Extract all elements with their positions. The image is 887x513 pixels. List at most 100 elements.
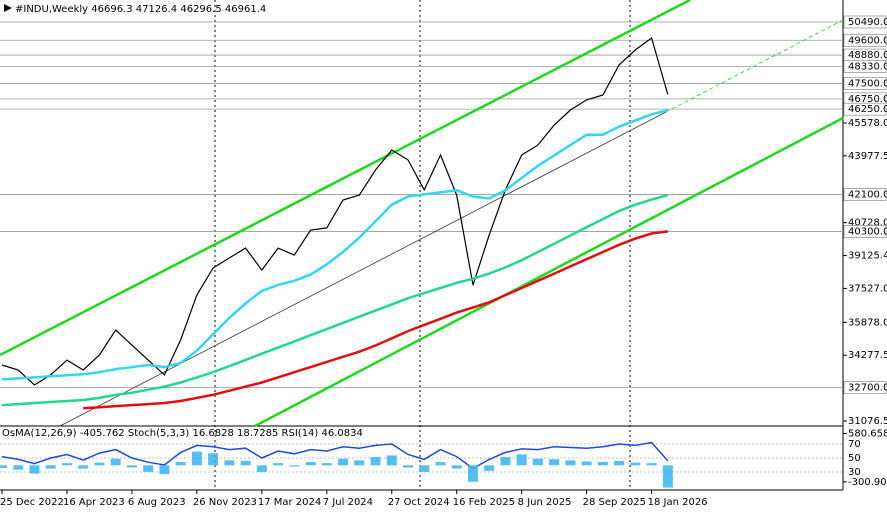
osma-bar xyxy=(175,462,186,466)
osma-bar xyxy=(110,458,121,466)
channel-lower xyxy=(254,116,844,428)
indicator-panel: 70 50 30 580.658 -300.904 xyxy=(0,428,887,488)
osma-bar xyxy=(0,465,7,469)
level-label: 46750.0 xyxy=(848,94,887,105)
x-tick-label: 6 Aug 2023 xyxy=(128,497,186,508)
indicator-title: OsMA(12,26,9) -405.762 Stoch(5,3,3) 16.6… xyxy=(2,428,363,439)
osma-bar xyxy=(565,460,576,466)
level-label: 48880.0 xyxy=(848,50,887,61)
osma-bar xyxy=(159,465,170,475)
y-tick-label: 39125.4 xyxy=(848,251,887,262)
y-tick-label: 30 xyxy=(848,467,861,478)
osma-bar xyxy=(662,465,673,488)
osma-bar xyxy=(419,465,430,472)
osma-bar xyxy=(256,465,267,472)
osma-bar xyxy=(500,457,511,466)
level-label-box xyxy=(843,77,887,90)
osma-bar xyxy=(78,465,89,469)
osma-bar xyxy=(435,462,446,466)
level-label: 49600.0 xyxy=(848,35,887,46)
osma-bar xyxy=(597,462,608,466)
x-tick-label: 17 Mar 2024 xyxy=(258,497,321,508)
plot: 45578.0 43977.5 40728.0 39125.4 37527.0 35878… xyxy=(0,15,887,508)
y2-tick-label: -300.904 xyxy=(848,477,887,488)
level-label: 32700.0 xyxy=(848,383,887,394)
level-label-box xyxy=(843,381,887,394)
osma-bar xyxy=(29,465,40,474)
x-tick-label: 18 Jan 2026 xyxy=(648,497,708,508)
osma-bar xyxy=(532,458,543,466)
level-label: 46250.0 xyxy=(848,104,887,115)
osma-bar xyxy=(208,453,219,466)
level-label: 48330.0 xyxy=(848,61,887,72)
y-tick-label: 31076.5 xyxy=(848,416,887,427)
level-label-box xyxy=(843,102,887,116)
x-tick-label: 16 Feb 2025 xyxy=(453,497,515,508)
y-tick-label: 70 xyxy=(848,439,861,450)
osma-bar xyxy=(61,463,72,466)
levels xyxy=(0,21,843,389)
y-tick-label: 34277.5 xyxy=(848,350,887,361)
osma-bar xyxy=(224,460,235,466)
x-tick-label: 8 Jun 2025 xyxy=(518,497,572,508)
y-tick-label: 40728.0 xyxy=(848,218,887,229)
y2-tick-label: 580.658 xyxy=(848,428,887,439)
chart-title: #INDU,Weekly 46696.3 47126.4 46296.5 469… xyxy=(15,4,266,15)
osma-bar xyxy=(240,460,251,466)
osma-bar xyxy=(126,465,137,468)
level-label-box xyxy=(843,15,887,29)
x-tick-label: 28 Sep 2025 xyxy=(583,497,646,508)
osma-bar xyxy=(403,465,413,468)
trend-extension xyxy=(665,19,844,113)
osma-bar xyxy=(549,459,560,466)
x-tick-label: 7 Jul 2024 xyxy=(323,497,373,508)
series-line xyxy=(83,230,668,410)
osma-bar xyxy=(614,460,625,466)
series-line xyxy=(1,441,669,470)
x-tick-label: 16 Apr 2023 xyxy=(63,497,125,508)
osma-bar xyxy=(289,465,300,467)
osma-bar xyxy=(321,463,332,466)
level-label-box xyxy=(843,188,887,201)
osma-bar xyxy=(484,465,495,471)
y-tick-label: 43977.5 xyxy=(848,151,887,162)
series-line xyxy=(1,37,669,386)
series-line xyxy=(1,108,669,381)
osma-bar xyxy=(191,451,202,466)
osma-bar xyxy=(94,462,105,466)
series-line xyxy=(1,193,669,407)
osma-bar xyxy=(646,463,657,466)
channel-upper xyxy=(0,0,691,357)
osma-bar xyxy=(386,455,397,466)
osma-bar xyxy=(273,463,284,466)
trend-line xyxy=(59,111,667,427)
osma-bar xyxy=(630,462,641,466)
y-tick-label: 37527.0 xyxy=(848,283,887,294)
osma-bar xyxy=(581,461,592,466)
osma-bar xyxy=(354,460,365,466)
symbol-icon xyxy=(4,4,12,12)
y-tick-label: 50 xyxy=(848,453,861,464)
level-label-box xyxy=(843,225,887,238)
osma-bar xyxy=(13,465,24,470)
level-label: 40300.0 xyxy=(848,226,887,237)
y-tick-label: 45578.0 xyxy=(848,118,887,129)
level-label: 42100.0 xyxy=(848,189,887,200)
osma-bar xyxy=(516,454,527,466)
x-tick-label: 25 Dec 2022 xyxy=(0,497,64,508)
osma-bar xyxy=(45,465,56,469)
osma-bar xyxy=(143,465,154,472)
level-label: 47500.0 xyxy=(848,78,887,89)
x-tick-label: 27 Oct 2024 xyxy=(388,497,450,508)
level-label-box xyxy=(843,60,887,73)
osma-bar xyxy=(305,462,316,466)
y-tick-label: 35878.0 xyxy=(848,317,887,328)
osma-bar xyxy=(338,458,349,466)
osma-bar xyxy=(370,457,381,466)
x-tick-label: 26 Nov 2023 xyxy=(193,497,257,508)
osma-bar xyxy=(467,465,478,482)
level-label-box xyxy=(843,33,887,47)
osma-bar xyxy=(451,465,462,469)
